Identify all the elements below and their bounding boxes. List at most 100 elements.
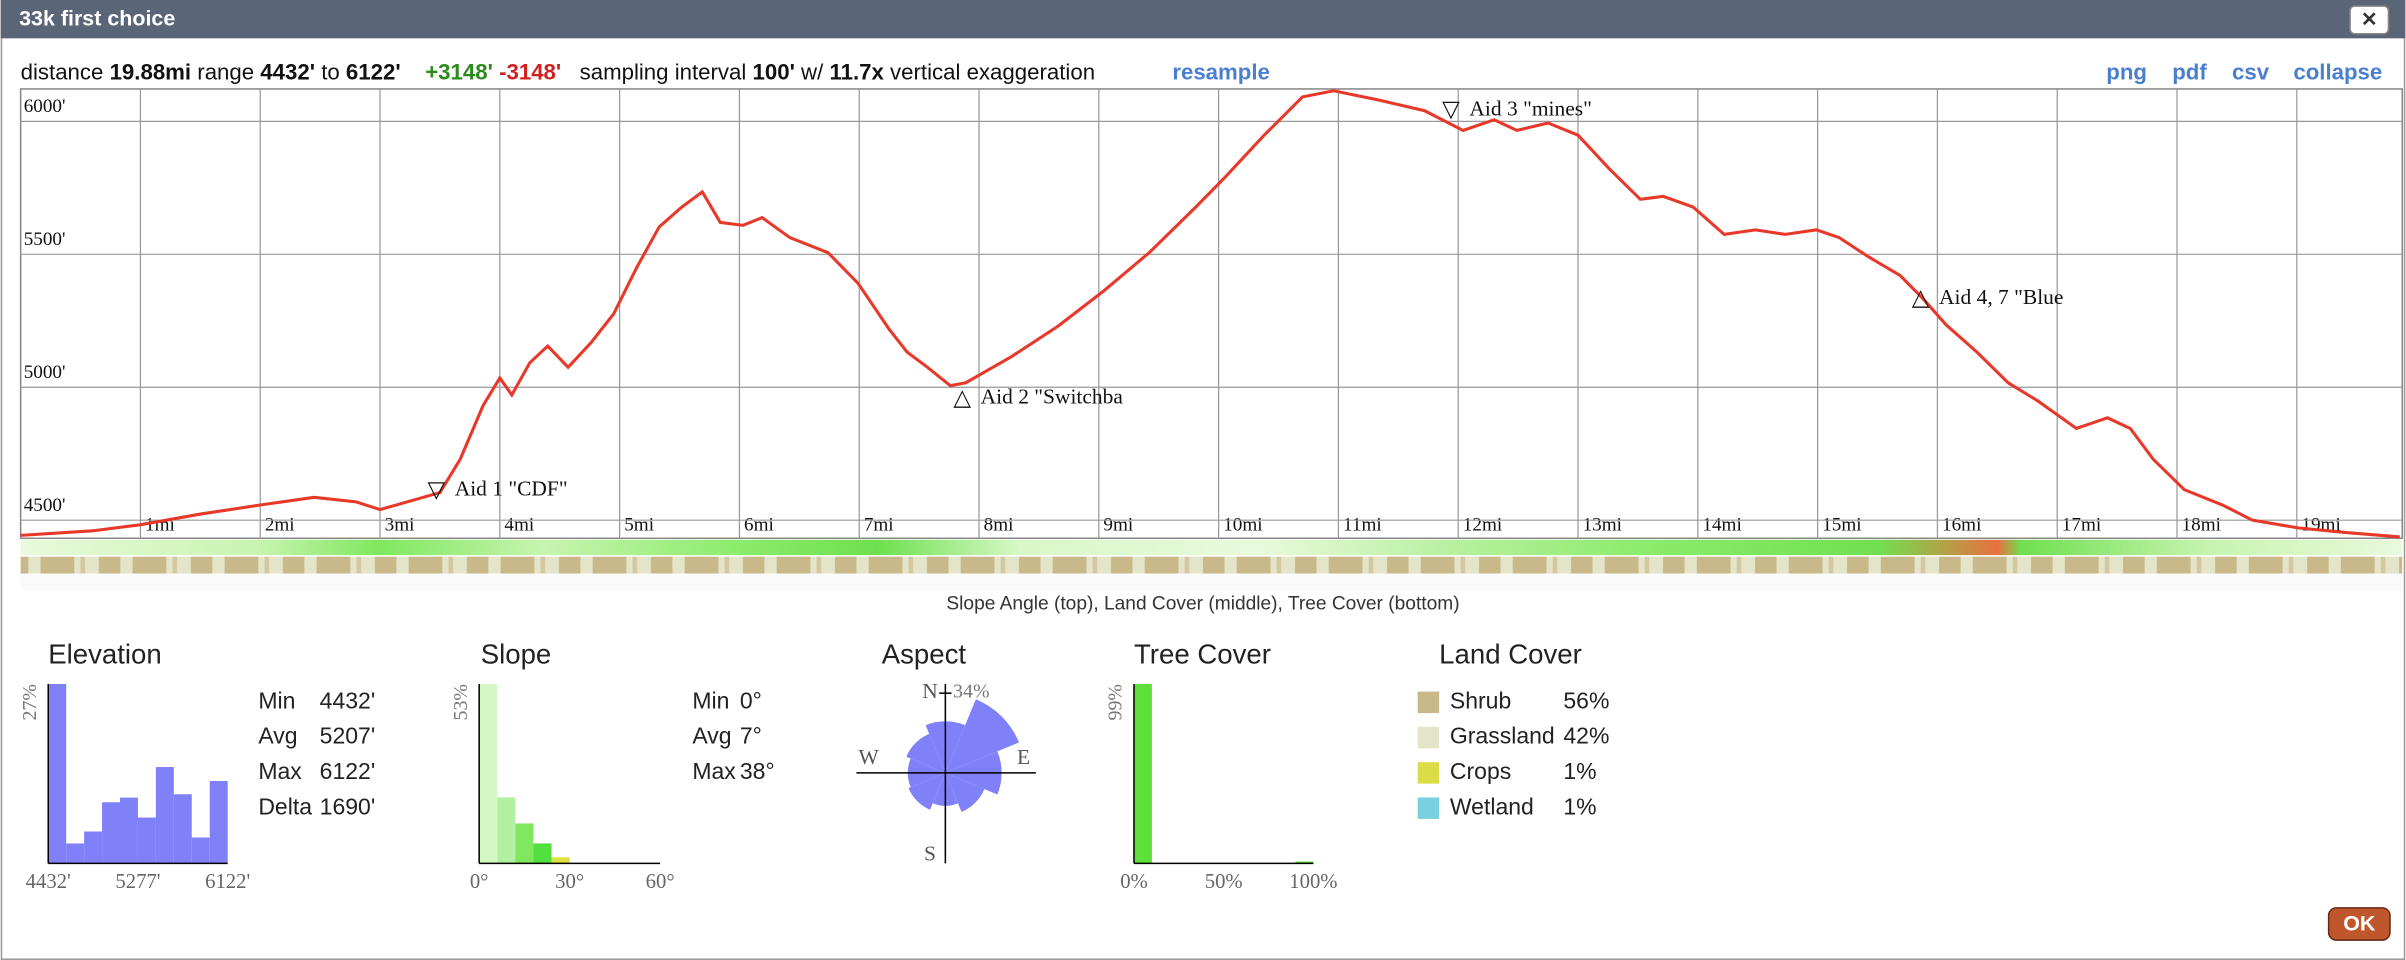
collapse-link[interactable]: collapse	[2293, 59, 2382, 84]
x-label: 30°	[555, 871, 584, 893]
stat-value: 5207'	[320, 723, 376, 749]
value: 4432'	[260, 59, 315, 84]
title-bar	[0, 0, 2406, 39]
direction-label: S	[924, 842, 936, 866]
aspect-wedge	[945, 772, 985, 812]
histogram-bar	[533, 843, 552, 864]
x-tick-label: 18mi	[2182, 514, 2221, 535]
stat-label: Max	[258, 758, 302, 784]
legend-name: Grassland	[1450, 723, 1555, 749]
histogram-bar	[515, 823, 534, 864]
panel-title: Slope	[481, 639, 552, 670]
y-max-label: 99%	[1105, 684, 1127, 721]
histogram-bar	[84, 831, 103, 864]
annotation-marker: ▽	[427, 476, 445, 502]
histogram-bar	[173, 794, 192, 864]
histogram-bar	[209, 780, 228, 864]
histogram-bar	[1295, 861, 1314, 864]
histogram-bar	[66, 843, 85, 864]
panel-title: Land Cover	[1439, 639, 1582, 670]
max-label: 34%	[953, 681, 990, 703]
label: sampling interval	[580, 59, 747, 84]
gain: +3148'	[425, 59, 493, 84]
stat-label: Min	[258, 687, 295, 713]
annotation-label: Aid 3 "mines"	[1469, 96, 1591, 120]
close-button[interactable]	[2349, 5, 2390, 35]
x-tick-label: 2mi	[265, 514, 295, 535]
csv-link[interactable]: csv	[2232, 59, 2270, 84]
x-tick-label: 3mi	[385, 514, 415, 535]
y-tick-label: 6000'	[24, 96, 66, 117]
histogram-bar	[155, 767, 174, 864]
x-tick-label: 8mi	[984, 514, 1014, 535]
annotation-marker: △	[1912, 284, 1930, 310]
x-tick-label: 11mi	[1343, 514, 1382, 535]
x-label: 0°	[470, 871, 489, 893]
annotation-label: Aid 4, 7 "Blue	[1939, 285, 2063, 309]
land-cover-strip	[20, 556, 2403, 574]
panel-title: Aspect	[882, 639, 967, 670]
value: 6122'	[346, 59, 401, 84]
x-tick-label: 12mi	[1463, 514, 1502, 535]
x-label: 0%	[1120, 871, 1148, 893]
x-tick-label: 17mi	[2062, 514, 2101, 535]
x-tick-label: 7mi	[864, 514, 894, 535]
stat-label: Avg	[692, 723, 731, 749]
x-tick-label: 4mi	[504, 514, 534, 535]
stat-value: 4432'	[320, 687, 376, 713]
legend-swatch	[1417, 691, 1440, 714]
histogram-bar	[137, 817, 156, 864]
resample-link[interactable]: resample	[1172, 59, 1270, 84]
window-title: 33k first choice	[19, 7, 175, 31]
label: distance	[21, 59, 104, 84]
x-label: 4432'	[26, 871, 71, 893]
direction-label: E	[1017, 745, 1030, 769]
legend-value: 1%	[1563, 793, 1596, 819]
plot-frame	[19, 88, 2403, 540]
panel-title: Tree Cover	[1134, 639, 1271, 670]
histogram-bar	[551, 857, 570, 864]
label: to	[321, 59, 340, 84]
png-link[interactable]: png	[2106, 59, 2147, 84]
x-tick-label: 16mi	[1942, 514, 1981, 535]
legend-value: 1%	[1563, 758, 1596, 784]
ok-label[interactable]: OK	[2343, 911, 2376, 935]
y-tick-label: 5000'	[24, 362, 66, 383]
histogram-bar	[1133, 683, 1152, 864]
stat-value: 1690'	[320, 793, 376, 819]
close-icon[interactable]: ✕	[2361, 9, 2378, 31]
ok-button[interactable]	[2327, 907, 2391, 941]
stat-value: 0°	[740, 687, 762, 713]
x-tick-label: 5mi	[624, 514, 654, 535]
annotation-label: Aid 2 "Switchba	[981, 385, 1124, 409]
stat-label: Max	[692, 758, 736, 784]
stat-value: 38°	[740, 758, 775, 784]
legend-name: Shrub	[1450, 687, 1511, 713]
x-label: 50%	[1205, 871, 1243, 893]
x-tick-label: 13mi	[1583, 514, 1622, 535]
summary-line: distance 19.88mi range 4432' to 6122' +31…	[21, 59, 1095, 84]
stat-label: Delta	[258, 793, 312, 819]
aspect-wedge	[945, 699, 1020, 773]
legend-name: Wetland	[1450, 793, 1534, 819]
pdf-link[interactable]: pdf	[2172, 59, 2207, 84]
label: w/	[800, 59, 824, 84]
histogram-bar	[120, 797, 138, 864]
legend-swatch	[1417, 726, 1440, 749]
y-max-label: 53%	[450, 684, 472, 721]
legend-swatch	[1417, 797, 1440, 819]
slope-strip	[20, 539, 2403, 556]
label: vertical exaggeration	[890, 59, 1095, 84]
annotation-label: Aid 1 "CDF"	[455, 477, 568, 501]
histogram-bar	[191, 837, 210, 864]
histogram-bar	[48, 683, 67, 864]
loss: -3148'	[499, 59, 561, 84]
x-tick-label: 9mi	[1103, 514, 1133, 535]
elevation-line	[20, 89, 2400, 539]
x-label: 60°	[646, 871, 675, 893]
aspect-wedge	[906, 733, 946, 773]
histogram-bar	[479, 683, 498, 864]
x-tick-label: 6mi	[744, 514, 774, 535]
x-tick-label: 1mi	[145, 514, 175, 535]
